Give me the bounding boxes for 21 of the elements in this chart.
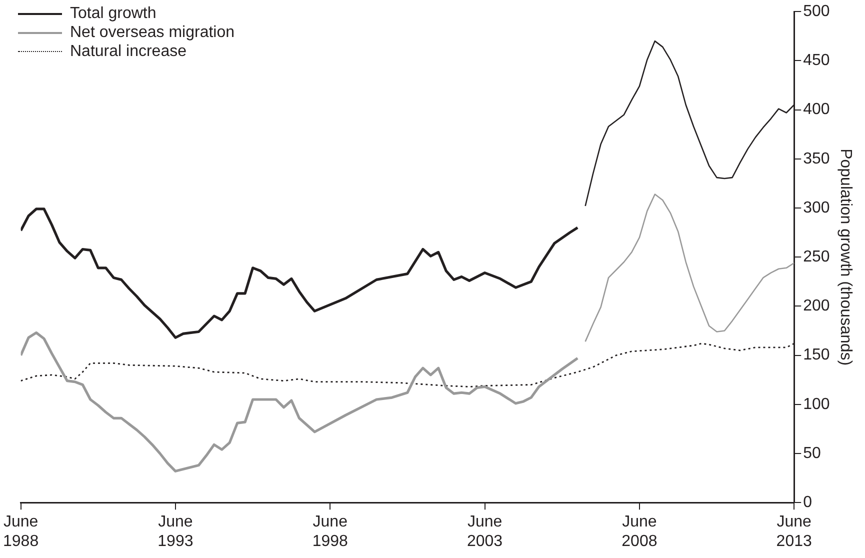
y-tick-label: 500 <box>803 3 830 20</box>
x-tick-label: June 1988 <box>3 514 39 550</box>
y-tick-label: 250 <box>803 248 830 266</box>
x-tick-label: June 1998 <box>312 514 348 550</box>
x-tick-label: June 2008 <box>622 514 658 550</box>
y-tick-label: 300 <box>803 199 830 216</box>
legend-label: Net overseas migration <box>70 24 235 42</box>
y-tick-label: 450 <box>803 52 830 70</box>
y-tick-label: 50 <box>803 444 822 462</box>
y-tick-label: 100 <box>803 396 830 413</box>
y-tick-label: 350 <box>803 150 830 168</box>
y-tick-label: 200 <box>803 298 830 315</box>
y-tick-label: 150 <box>803 346 830 364</box>
x-tick-label: June 1993 <box>158 514 194 550</box>
y-axis-title: Population growth (thousands) <box>836 148 854 366</box>
legend-label: Total growth <box>70 4 156 22</box>
legend-label: Natural increase <box>70 42 186 60</box>
y-tick-label: 0 <box>803 494 812 512</box>
y-tick-label: 400 <box>803 101 830 118</box>
x-tick-label: June 2013 <box>776 514 812 550</box>
x-tick-label: June 2003 <box>466 514 503 550</box>
